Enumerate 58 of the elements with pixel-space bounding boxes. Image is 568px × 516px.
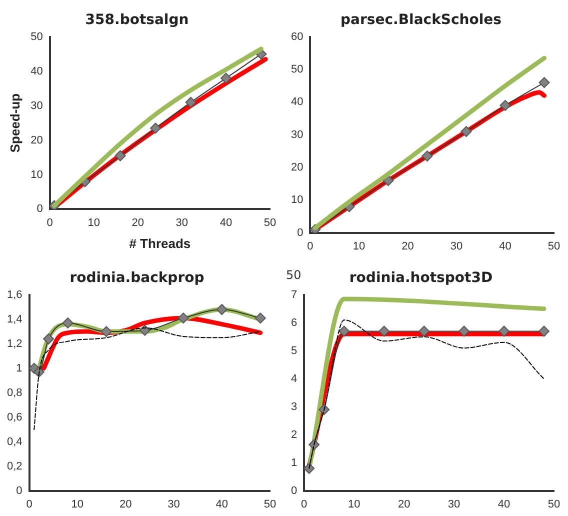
y-tick-label: 0 [290,484,298,497]
x-tick-label: 30 [168,498,180,510]
chart-title: 358.botsalgn [85,12,189,28]
y-tick-label: 10 [290,194,304,206]
x-tick-label: 10 [71,498,84,510]
y-tick-label: 0 [297,226,304,239]
y-tick-label: 1,6 [6,288,22,301]
y-tick-label: 40 [290,96,304,108]
y-tick-label: 2 [290,428,298,441]
y-tick-label: 0,6 [6,411,22,424]
y-tick-label: 1,4 [6,313,22,326]
x-tick-label: 20 [132,216,144,229]
y-tick-label: 30 [30,100,43,112]
y-tick-label: 7 [290,288,298,301]
x-tick-label: 10 [88,216,100,229]
x-tick-label: 10 [352,240,366,252]
y-tick-label: 20 [30,134,43,146]
y-tick-label: 0 [16,484,22,497]
x-tick-label: 0 [307,240,314,252]
y-tick-label: 50 [30,30,43,43]
chart-title: rodinia.hotspot3D [349,270,493,286]
y-tick-label: 1,2 [6,338,22,350]
y-tick-label: 0,2 [6,460,22,472]
y-tick-label: 1 [290,456,298,469]
x-tick-label: 40 [499,240,512,252]
x-tick-label: 50 [548,240,560,252]
x-tick-label: 40 [216,498,228,510]
x-tick-label: 0 [46,216,53,229]
y-tick-label: 3 [290,400,298,413]
y-tick-label: 10 [30,168,43,181]
y-tick-label: 0 [36,203,43,216]
x-tick-label: 20 [402,240,414,252]
x-axis-title: # Threads [129,236,191,251]
y-tick-label: 40 [30,65,43,78]
y-tick-label: 0,4 [6,436,22,448]
y-tick-label: 1 [16,362,22,374]
x-tick-label: 50 [264,498,276,510]
x-tick-label: 50 [548,498,560,510]
y-tick-label: 0,8 [6,386,22,399]
x-tick-label: 20 [119,498,132,510]
chart-title: rodinia.backprop [70,270,204,286]
y-tick-label: 30 [290,128,304,141]
x-tick-label: 30 [448,498,460,510]
x-tick-label: 10 [348,498,360,510]
y-tick-label: 20 [290,162,304,174]
x-tick-label: 20 [398,498,410,510]
y-tick-label: 5 [290,344,298,357]
x-tick-label: 40 [498,498,510,510]
chart-title: parsec.BlackScholes [340,12,502,28]
x-tick-label: 30 [450,240,463,252]
x-tick-label: 30 [176,216,188,229]
y-tick-label: 60 [290,30,304,43]
y-axis-title: Speed-up [7,93,22,153]
y-tick-label: 50 [290,64,304,76]
y-tick-label: 6 [290,316,298,329]
y-tick-label: 4 [290,372,298,385]
x-tick-label: 50 [264,216,276,229]
x-tick-label: 40 [220,216,232,229]
